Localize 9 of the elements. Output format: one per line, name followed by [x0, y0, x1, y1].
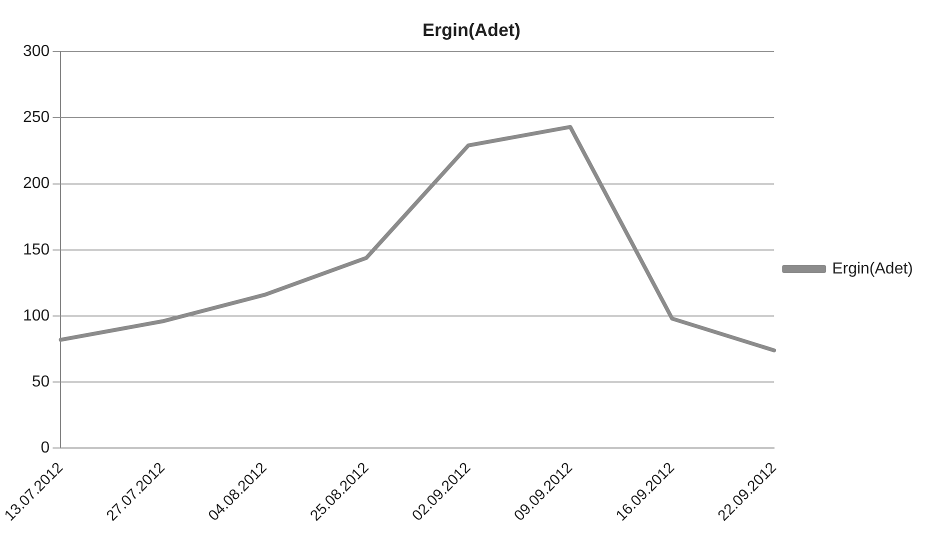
chart-title: Ergin(Adet)	[422, 20, 520, 40]
y-tick-label: 200	[22, 175, 50, 192]
y-tick-label: 250	[22, 109, 50, 126]
legend-label: Ergin(Adet)	[832, 260, 913, 278]
y-tick-label: 100	[22, 307, 50, 324]
y-tick-label: 50	[32, 373, 50, 390]
y-tick-label: 0	[40, 440, 50, 457]
y-tick-label: 150	[22, 241, 50, 258]
y-tick-label: 300	[22, 43, 50, 60]
